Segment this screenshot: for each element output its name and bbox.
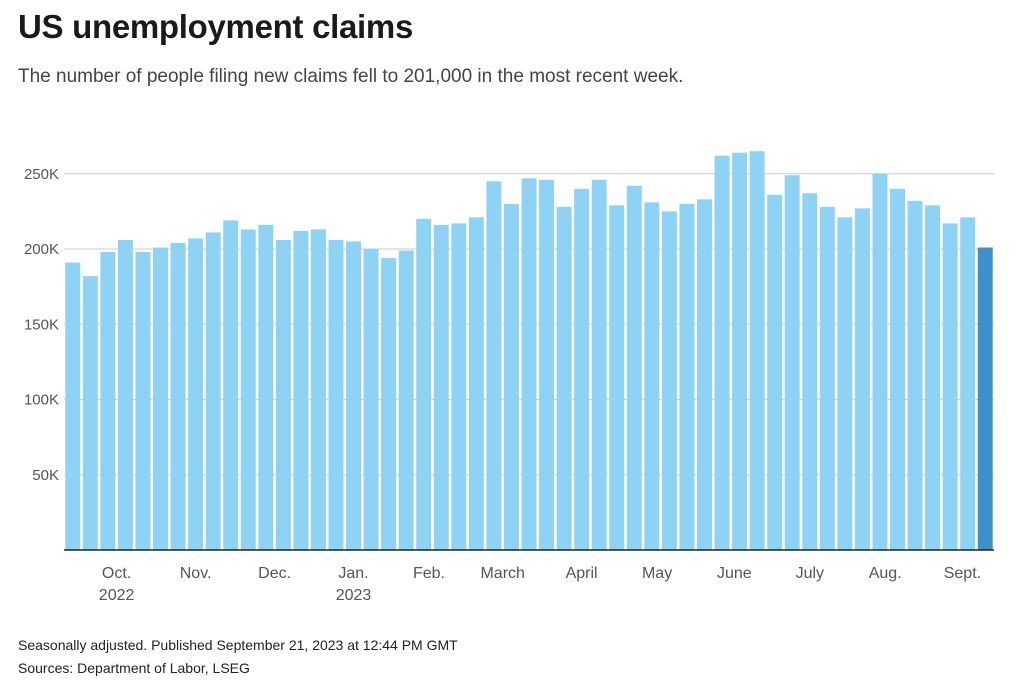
bar	[486, 181, 502, 550]
bar	[819, 206, 835, 551]
x-tick-label: Feb.	[413, 565, 445, 582]
bar	[732, 152, 748, 550]
bar	[258, 224, 274, 551]
x-tick-label: April	[566, 565, 598, 582]
bar	[626, 185, 642, 551]
x-tick-label: Nov.	[180, 565, 212, 582]
bar	[433, 224, 449, 551]
bar	[170, 242, 186, 551]
chart-title: US unemployment claims	[18, 8, 414, 45]
bar	[521, 178, 537, 550]
bar	[890, 188, 905, 551]
bar-latest	[977, 247, 993, 550]
x-tick-year-label: 2022	[99, 587, 135, 604]
x-tick-label: May	[642, 565, 672, 582]
bars	[65, 151, 993, 551]
y-tick-label: 250K	[24, 166, 59, 183]
bar	[767, 194, 783, 550]
bar	[679, 203, 695, 550]
bar	[363, 249, 379, 550]
bar	[153, 247, 168, 550]
bar	[837, 217, 853, 550]
bar	[346, 241, 361, 550]
x-tick-label: Sept.	[944, 565, 981, 582]
bar	[907, 200, 923, 550]
x-tick-label: July	[796, 565, 824, 582]
bar	[749, 151, 765, 550]
bar	[960, 217, 976, 550]
x-tick-label: Aug.	[869, 565, 902, 582]
bar	[556, 206, 572, 551]
footnote-sources: Sources: Department of Labor, LSEG	[18, 660, 250, 676]
bar	[416, 218, 432, 550]
y-tick-label: 150K	[24, 316, 59, 333]
bar	[381, 258, 397, 550]
bar-chart: 50K 100K 150K 200K 250K Oct. 2022 Nov. Dec. Jan. 2…	[24, 151, 994, 604]
bar	[854, 208, 870, 550]
footnote-adjusted: Seasonally adjusted. Published September…	[18, 637, 458, 653]
x-tick-year-label: 2023	[336, 587, 372, 604]
bar	[714, 155, 730, 550]
bar	[117, 239, 133, 550]
bar	[942, 223, 958, 550]
bar	[82, 276, 98, 550]
bar	[802, 193, 818, 550]
bar	[697, 199, 712, 550]
bar	[644, 202, 660, 550]
bar	[574, 188, 590, 551]
y-tick-label: 50K	[32, 467, 59, 484]
bar	[591, 179, 607, 550]
bar	[275, 239, 291, 550]
y-tick-label: 100K	[24, 392, 59, 409]
bar	[661, 211, 677, 551]
bar	[135, 252, 151, 550]
bar	[503, 203, 519, 550]
bar	[240, 229, 256, 550]
axes: 50K 100K 150K 200K 250K Oct. 2022 Nov. Dec. Jan. 2…	[24, 166, 994, 604]
chart-subtitle: The number of people filing new claims f…	[18, 66, 684, 87]
bar	[451, 223, 467, 550]
bar	[223, 220, 239, 550]
bar	[100, 252, 116, 550]
bar	[398, 250, 414, 550]
bar	[293, 230, 309, 550]
bar	[872, 173, 888, 550]
bar	[328, 239, 344, 550]
x-tick-label: June	[717, 565, 752, 582]
x-tick-label: Jan.	[338, 565, 368, 582]
x-tick-label: Oct.	[102, 565, 131, 582]
bar	[609, 205, 625, 551]
x-tick-label: Dec.	[258, 565, 291, 582]
bar	[539, 179, 555, 550]
bar	[188, 238, 204, 550]
bar	[310, 229, 326, 550]
bar	[925, 205, 941, 551]
y-tick-label: 200K	[24, 241, 59, 258]
bar	[468, 217, 484, 550]
bar	[205, 232, 221, 550]
x-tick-label: March	[480, 565, 524, 582]
bar	[65, 262, 81, 550]
bar	[784, 175, 800, 550]
